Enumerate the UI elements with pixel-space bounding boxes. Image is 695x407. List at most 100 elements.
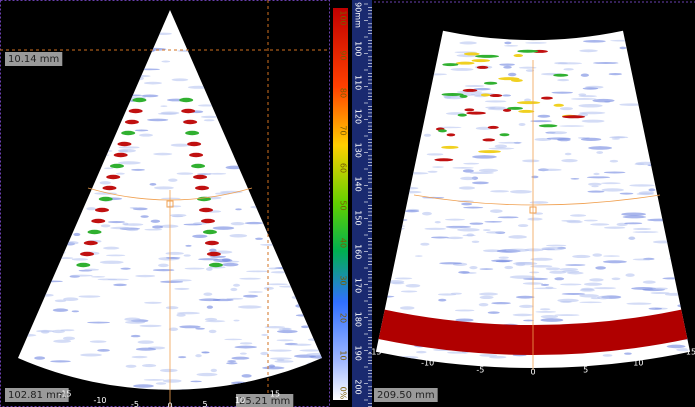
angle-label: -10 bbox=[421, 359, 434, 368]
echo bbox=[422, 212, 432, 216]
echo bbox=[245, 222, 263, 224]
ruler-label: 110 bbox=[354, 75, 363, 90]
echo bbox=[591, 186, 598, 188]
echo-strong bbox=[482, 138, 495, 141]
echo bbox=[144, 82, 162, 85]
echo bbox=[163, 379, 182, 382]
echo bbox=[231, 222, 245, 225]
echo bbox=[578, 104, 602, 108]
echo bbox=[158, 264, 169, 268]
echo bbox=[584, 220, 598, 222]
ruler-label: 200 bbox=[354, 379, 363, 394]
echo-strong bbox=[541, 97, 553, 100]
echo bbox=[594, 287, 616, 289]
depth-label: 10.14 mm bbox=[8, 54, 59, 65]
echo bbox=[229, 234, 247, 237]
echo bbox=[277, 359, 285, 361]
echo bbox=[541, 247, 565, 250]
echo bbox=[633, 258, 653, 260]
echo bbox=[603, 260, 627, 263]
echo bbox=[172, 216, 183, 218]
echo-strong bbox=[106, 175, 120, 179]
echo bbox=[583, 87, 599, 89]
echo bbox=[571, 98, 597, 100]
echo bbox=[453, 167, 474, 169]
color-bar-label: 50 bbox=[339, 200, 348, 210]
echo bbox=[578, 93, 586, 96]
echo bbox=[522, 159, 540, 162]
echo bbox=[171, 279, 192, 281]
echo bbox=[87, 322, 110, 324]
echo-strong bbox=[76, 263, 90, 267]
echo bbox=[460, 177, 475, 180]
echo bbox=[144, 379, 165, 381]
echo bbox=[147, 119, 168, 122]
angle-label: 5 bbox=[202, 400, 207, 407]
echo bbox=[498, 216, 519, 218]
echo bbox=[119, 146, 140, 148]
echo bbox=[538, 115, 551, 118]
echo bbox=[551, 92, 572, 94]
echo bbox=[628, 237, 635, 240]
echo bbox=[579, 49, 598, 52]
color-bar-label: 0% bbox=[339, 387, 348, 400]
echo-strong bbox=[539, 124, 558, 127]
echo bbox=[86, 207, 96, 210]
echo bbox=[490, 209, 503, 213]
echo bbox=[178, 356, 186, 358]
color-bar-label: 70 bbox=[339, 125, 348, 135]
ruler-label: 100 bbox=[354, 41, 363, 56]
echo bbox=[486, 231, 503, 233]
echo bbox=[133, 384, 154, 388]
echo bbox=[470, 172, 494, 174]
echo-strong bbox=[207, 252, 221, 256]
echo bbox=[546, 267, 561, 270]
echo bbox=[427, 153, 444, 155]
echo bbox=[238, 305, 262, 308]
echo bbox=[122, 223, 128, 226]
echo bbox=[292, 344, 311, 346]
echo bbox=[152, 225, 163, 228]
ruler-label: 140 bbox=[354, 176, 363, 191]
echo bbox=[508, 73, 516, 76]
color-bar-label: 60 bbox=[339, 163, 348, 173]
echo bbox=[52, 330, 65, 333]
echo bbox=[583, 40, 606, 43]
echo-strong bbox=[463, 89, 478, 92]
echo bbox=[587, 176, 610, 178]
echo bbox=[624, 352, 632, 354]
echo bbox=[516, 263, 526, 267]
echo-strong bbox=[442, 63, 458, 66]
echo bbox=[484, 221, 502, 223]
echo bbox=[227, 360, 236, 362]
echo bbox=[525, 42, 547, 44]
echo bbox=[435, 221, 441, 223]
echo bbox=[404, 210, 419, 212]
echo bbox=[50, 360, 71, 362]
echo bbox=[580, 289, 595, 292]
ruler-label: 130 bbox=[354, 143, 363, 158]
echo bbox=[241, 374, 251, 378]
echo bbox=[461, 203, 472, 206]
echo-strong bbox=[553, 104, 564, 107]
echo bbox=[154, 186, 174, 189]
echo-strong bbox=[80, 252, 94, 256]
echo bbox=[72, 310, 79, 312]
echo bbox=[554, 314, 579, 316]
echo bbox=[213, 226, 234, 229]
echo bbox=[510, 275, 536, 278]
color-bar-label: 30 bbox=[339, 275, 348, 285]
echo-strong bbox=[511, 79, 523, 82]
echo bbox=[108, 221, 125, 223]
echo bbox=[400, 306, 415, 309]
echo bbox=[201, 116, 218, 118]
echo-strong bbox=[484, 82, 497, 85]
echo bbox=[176, 313, 185, 316]
echo bbox=[446, 237, 463, 240]
echo bbox=[282, 328, 292, 331]
echo bbox=[462, 235, 475, 237]
echo bbox=[190, 381, 202, 383]
echo-strong bbox=[88, 230, 102, 234]
angle-label: 10 bbox=[235, 396, 245, 405]
echo bbox=[508, 235, 527, 239]
